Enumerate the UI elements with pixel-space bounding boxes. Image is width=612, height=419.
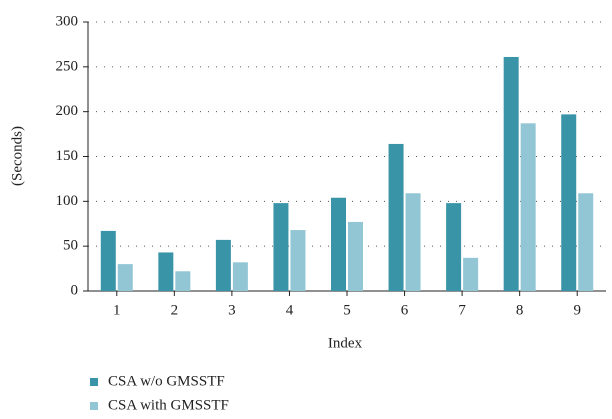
legend-swatch <box>90 402 98 410</box>
y-tick-label: 0 <box>71 282 79 298</box>
bar <box>388 143 404 291</box>
y-tick-label: 100 <box>56 193 79 209</box>
bar <box>578 193 594 291</box>
bar <box>463 257 479 291</box>
bar <box>348 221 363 291</box>
x-axis-label: Index <box>328 335 363 351</box>
bar <box>503 56 519 291</box>
legend-label: CSA with GMSSTF <box>108 397 229 413</box>
bar <box>273 203 289 291</box>
bar <box>158 252 174 291</box>
y-tick-label: 300 <box>56 13 79 29</box>
legend-swatch <box>90 378 98 386</box>
bar <box>520 123 536 291</box>
bar <box>561 114 577 292</box>
y-axis-label: (Seconds) <box>9 126 25 186</box>
bar <box>446 203 462 291</box>
bar <box>117 264 133 291</box>
x-tick-label: 9 <box>573 302 581 318</box>
x-tick-label: 1 <box>113 302 121 318</box>
x-tick-label: 4 <box>286 302 294 318</box>
x-tick-label: 8 <box>516 302 524 318</box>
x-tick-label: 2 <box>171 302 179 318</box>
x-tick-label: 5 <box>343 302 351 318</box>
bar <box>100 230 116 291</box>
x-tick-label: 6 <box>401 302 409 318</box>
y-tick-label: 200 <box>56 103 79 119</box>
y-tick-label: 50 <box>63 238 78 254</box>
legend-label: CSA w/o GMSSTF <box>108 373 225 389</box>
y-tick-label: 150 <box>56 148 79 164</box>
bar <box>405 193 421 291</box>
bar <box>215 239 231 291</box>
x-tick-label: 7 <box>458 302 466 318</box>
bar <box>232 262 248 291</box>
bar <box>331 197 346 291</box>
x-tick-label: 3 <box>228 302 236 318</box>
y-tick-label: 250 <box>56 58 79 74</box>
bar <box>175 271 191 291</box>
bar <box>290 230 306 291</box>
